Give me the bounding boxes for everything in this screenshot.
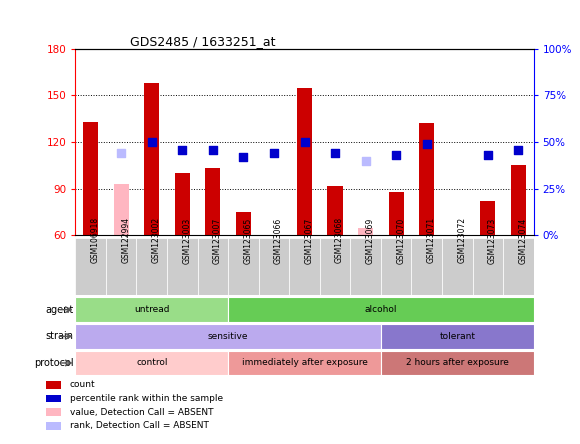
- Bar: [259, 238, 289, 295]
- Text: GDS2485 / 1633251_at: GDS2485 / 1633251_at: [130, 35, 276, 48]
- Bar: [503, 238, 534, 295]
- Point: [208, 146, 218, 153]
- Text: GSM122994: GSM122994: [121, 218, 130, 263]
- Bar: [411, 238, 442, 295]
- Bar: [167, 238, 198, 295]
- Point: [147, 139, 157, 146]
- Text: GSM123003: GSM123003: [182, 217, 191, 264]
- Text: GSM106918: GSM106918: [90, 218, 100, 263]
- Bar: [198, 238, 228, 295]
- Point: [300, 139, 309, 146]
- Text: value, Detection Call = ABSENT: value, Detection Call = ABSENT: [70, 408, 213, 417]
- Text: count: count: [70, 381, 95, 389]
- Bar: [144, 83, 160, 235]
- Point: [117, 150, 126, 157]
- Text: GSM123068: GSM123068: [335, 218, 344, 263]
- Text: tolerant: tolerant: [439, 332, 475, 341]
- Text: GSM123065: GSM123065: [244, 217, 252, 264]
- Text: sensitive: sensitive: [208, 332, 248, 341]
- Text: GSM123007: GSM123007: [213, 217, 222, 264]
- Bar: [389, 192, 404, 235]
- Point: [269, 150, 278, 157]
- Bar: [175, 173, 190, 235]
- Bar: [381, 351, 534, 375]
- Bar: [442, 238, 473, 295]
- Bar: [358, 228, 374, 235]
- Point: [331, 150, 340, 157]
- Text: immediately after exposure: immediately after exposure: [241, 358, 368, 368]
- Bar: [350, 238, 381, 295]
- Bar: [75, 297, 228, 322]
- Text: 2 hours after exposure: 2 hours after exposure: [406, 358, 509, 368]
- Bar: [75, 238, 106, 295]
- Bar: [320, 238, 350, 295]
- Point: [483, 151, 492, 159]
- Text: control: control: [136, 358, 168, 368]
- Text: percentile rank within the sample: percentile rank within the sample: [70, 394, 223, 403]
- Bar: [228, 297, 534, 322]
- Text: GSM123071: GSM123071: [427, 218, 436, 263]
- Bar: [473, 238, 503, 295]
- Text: GSM123070: GSM123070: [396, 217, 405, 264]
- Point: [239, 154, 248, 161]
- Bar: [205, 168, 220, 235]
- Bar: [328, 186, 343, 235]
- Text: rank, Detection Call = ABSENT: rank, Detection Call = ABSENT: [70, 421, 208, 430]
- Bar: [228, 238, 259, 295]
- Bar: [46, 422, 61, 430]
- Text: protocol: protocol: [34, 358, 74, 368]
- Bar: [381, 238, 411, 295]
- Text: GSM123002: GSM123002: [152, 218, 161, 263]
- Text: GSM123072: GSM123072: [457, 218, 466, 263]
- Bar: [106, 238, 136, 295]
- Point: [392, 151, 401, 159]
- Bar: [381, 324, 534, 349]
- Text: GSM123067: GSM123067: [304, 217, 314, 264]
- Text: strain: strain: [46, 331, 74, 341]
- Bar: [236, 212, 251, 235]
- Text: GSM123069: GSM123069: [365, 217, 375, 264]
- Text: alcohol: alcohol: [365, 305, 397, 314]
- Bar: [228, 351, 381, 375]
- Bar: [297, 88, 312, 235]
- Bar: [480, 201, 495, 235]
- Point: [361, 157, 370, 164]
- Text: GSM123074: GSM123074: [519, 217, 527, 264]
- Point: [177, 146, 187, 153]
- Bar: [46, 408, 61, 416]
- Bar: [114, 184, 129, 235]
- Text: GSM123073: GSM123073: [488, 217, 497, 264]
- Bar: [511, 166, 526, 235]
- Bar: [75, 351, 228, 375]
- Point: [422, 140, 432, 147]
- Bar: [75, 324, 381, 349]
- Bar: [83, 122, 99, 235]
- Text: GSM123066: GSM123066: [274, 217, 283, 264]
- Text: agent: agent: [46, 305, 74, 315]
- Bar: [46, 395, 61, 402]
- Bar: [136, 238, 167, 295]
- Bar: [46, 381, 61, 388]
- Bar: [289, 238, 320, 295]
- Bar: [419, 123, 434, 235]
- Text: untread: untread: [134, 305, 169, 314]
- Point: [514, 146, 523, 153]
